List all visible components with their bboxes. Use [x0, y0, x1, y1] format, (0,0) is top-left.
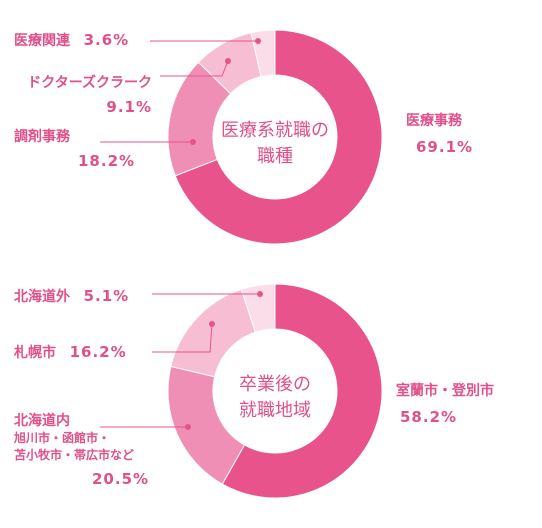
chart2-leader-line-1 — [152, 323, 213, 353]
chart2-slice-2 — [170, 288, 257, 378]
chart1-title: 医療系就職の 職種 — [205, 118, 345, 170]
category-name: 調剤事務 — [14, 129, 70, 145]
category-note-line1: 旭川市・函館市・ — [14, 431, 111, 445]
chart1-label-iryojimu: 医療事務 69.1% — [406, 112, 473, 156]
category-name: 室蘭市・登別市 — [396, 383, 494, 399]
category-name: 北海道外 — [14, 289, 70, 305]
category-name: 札幌市 — [14, 345, 56, 361]
chart1-slice-0 — [174, 29, 383, 245]
chart1-leader-dot-2 — [190, 139, 196, 145]
chart1-title-line2: 職種 — [257, 146, 293, 167]
chart1-leader-line-1 — [160, 60, 229, 77]
chart2-title: 卒業後の 就職地域 — [205, 372, 345, 424]
chart1-label-doctors-clerk: ドクターズクラーク 9.1% — [14, 74, 152, 116]
chart2-slice-0 — [221, 283, 383, 499]
chart1-title-line1: 医療系就職の — [221, 120, 329, 141]
chart2-title-line2: 就職地域 — [239, 400, 311, 421]
chart2-label-dogai: 北海道外 5.1% — [14, 286, 129, 306]
chart2-leader-dot-1 — [209, 321, 215, 327]
value-label: 18.2% — [78, 152, 136, 170]
category-note-line2: 苫小牧市・帯広市など — [14, 448, 135, 462]
value-label: 58.2% — [400, 408, 458, 426]
chart1-leader-dot-0 — [255, 38, 261, 44]
chart2-leader-dot-2 — [185, 424, 191, 430]
category-name: 医療事務 — [406, 113, 462, 129]
category-name: 医療関連 — [14, 33, 70, 49]
category-name: 北海道内 — [14, 413, 70, 429]
value-label: 9.1% — [106, 98, 152, 116]
chart1-leader-dot-1 — [225, 58, 231, 64]
chart1-label-iryokanren: 医療関連 3.6% — [14, 30, 129, 50]
chart2-leader-dot-0 — [257, 291, 263, 297]
chart2-label-donai: 北海道内 旭川市・函館市・ 苫小牧市・帯広市など 20.5% — [14, 412, 149, 488]
category-name: ドクターズクラーク — [27, 75, 152, 91]
value-label: 3.6% — [83, 31, 130, 49]
chart2-label-muroran: 室蘭市・登別市 58.2% — [396, 382, 494, 426]
value-label: 69.1% — [416, 138, 474, 156]
value-label: 20.5% — [92, 470, 150, 488]
chart2-title-line1: 卒業後の — [239, 374, 311, 395]
value-label: 5.1% — [83, 287, 130, 305]
chart2-slice-3 — [240, 283, 276, 333]
chart2-label-sapporo: 札幌市 16.2% — [14, 342, 127, 362]
value-label: 16.2% — [69, 343, 127, 361]
chart1-label-chozai: 調剤事務 18.2% — [14, 128, 135, 170]
